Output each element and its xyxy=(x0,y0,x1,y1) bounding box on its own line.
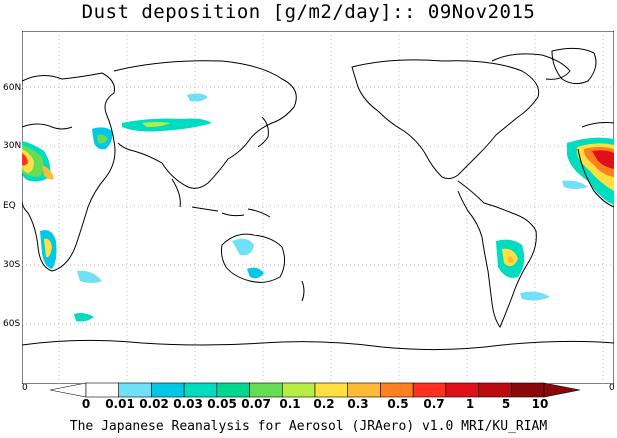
colorbar-label: 0.1 xyxy=(279,397,301,411)
coast-africa-europe xyxy=(22,72,116,272)
colorbar-swatch xyxy=(85,382,120,398)
coast-asia xyxy=(113,60,297,189)
colorbar-swatch xyxy=(151,382,185,398)
dust-mongolia xyxy=(187,93,208,102)
colorbar-label: 0.7 xyxy=(423,397,445,411)
colorbar-swatch xyxy=(216,382,250,398)
colorbar-arrow-high xyxy=(543,382,580,398)
coast-africa-right xyxy=(577,122,614,208)
map-border xyxy=(22,31,614,384)
coast-north-america xyxy=(351,59,540,180)
colorbar-swatch xyxy=(118,382,152,398)
lat-label-30s: 30S xyxy=(3,260,21,270)
colorbar-swatch xyxy=(183,382,218,398)
colorbar-label: 0.07 xyxy=(241,397,271,411)
colorbar-label: 1 xyxy=(465,397,475,411)
footer-credit: The Japanese Reanalysis for Aerosol (JRA… xyxy=(69,419,548,434)
coast-japan xyxy=(257,116,269,148)
colorbar-swatch xyxy=(249,382,283,398)
colorbar-swatch xyxy=(510,382,545,398)
colorbar-label: 0 xyxy=(81,397,91,411)
dust-australia xyxy=(232,238,254,256)
lat-label-60n: 60N xyxy=(3,83,22,93)
coast-australia xyxy=(221,233,286,283)
colorbar-label: 10 xyxy=(531,397,549,411)
lat-label-60s: 60S xyxy=(3,319,21,329)
colorbar-edge-right: 0 xyxy=(609,383,615,393)
dust-shading xyxy=(22,93,614,322)
colorbar-label: 5 xyxy=(501,397,511,411)
colorbar-swatch xyxy=(478,382,512,398)
coast-greenland xyxy=(551,47,597,85)
colorbar-edge-left: 0 xyxy=(22,383,28,393)
coastlines xyxy=(22,47,614,351)
colorbar-label: 0.3 xyxy=(347,397,369,411)
world-map xyxy=(22,31,614,384)
lat-label-eq: EQ xyxy=(3,201,16,211)
colorbar-swatch xyxy=(445,382,479,398)
coast-south-america xyxy=(457,180,537,328)
colorbar-labels: 0 0.01 0.02 0.03 0.05 0.07 0.1 0.2 0.3 0… xyxy=(0,397,617,413)
colorbar-label: 0.5 xyxy=(387,397,409,411)
colorbar-label: 0.02 xyxy=(139,397,169,411)
colorbar-swatch xyxy=(412,382,447,398)
colorbar-swatch xyxy=(380,382,414,398)
colorbar xyxy=(50,382,580,398)
coast-antarctica xyxy=(22,339,614,351)
colorbar-label: 0.03 xyxy=(173,397,203,411)
colorbar-swatch xyxy=(281,382,316,398)
colorbar-swatch xyxy=(314,382,349,398)
map-title: Dust deposition [g/m2/day]:: 09Nov2015 xyxy=(81,1,536,23)
dust-central-asia xyxy=(122,118,212,132)
colorbar-label: 0.01 xyxy=(105,397,135,411)
colorbar-label: 0.05 xyxy=(207,397,237,411)
colorbar-arrow-low xyxy=(50,382,87,398)
colorbar-label: 0.2 xyxy=(313,397,335,411)
lat-label-30n: 30N xyxy=(3,141,22,151)
colorbar-swatch xyxy=(347,382,381,398)
coast-indonesia xyxy=(191,206,271,218)
